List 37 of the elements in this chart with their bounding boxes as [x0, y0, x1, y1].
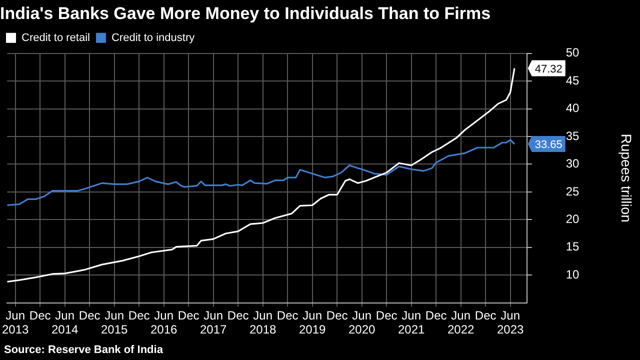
source-note: Source: Reserve Bank of India — [4, 344, 163, 356]
x-tick-label: Jun 2023 — [497, 308, 524, 337]
data-label: 33.65 — [534, 139, 562, 152]
x-tick-label: Dec — [425, 308, 447, 322]
x-tick-label: Dec — [474, 308, 496, 322]
x-tick-label: Jun 2016 — [150, 308, 178, 337]
x-tick-label: Dec — [178, 308, 200, 322]
x-tick-label: Jun 2013 — [2, 308, 30, 337]
x-tick-label: Jun 2015 — [100, 308, 128, 337]
y-tick-label: 15 — [566, 240, 580, 254]
y-tick-label: 10 — [566, 267, 580, 282]
x-tick-label: Jun 2020 — [348, 308, 376, 337]
data-label: 47.32 — [534, 63, 562, 76]
x-tick-label: Dec — [78, 308, 100, 322]
x-tick-label: Jun 2022 — [448, 308, 475, 337]
y-tick-label: 40 — [566, 101, 580, 116]
x-tick-label: Jun 2014 — [51, 308, 79, 337]
x-tick-label: Jun 2021 — [398, 308, 426, 337]
x-tick-label: Dec — [29, 308, 51, 322]
x-tick-label: Jun 2017 — [200, 308, 228, 337]
x-tick-label: Dec — [128, 308, 150, 322]
x-tick-label: Dec — [326, 308, 348, 322]
x-tick-label: Dec — [376, 308, 398, 322]
y-tick-label: 50 — [566, 46, 580, 60]
legend-label: Credit to retail — [22, 32, 90, 44]
y-tick-label: 30 — [566, 156, 580, 171]
y-tick-label: 20 — [566, 212, 580, 226]
y-tick-label: 25 — [566, 184, 580, 198]
chart-title: India's Banks Gave More Money to Individuals Than to Firms — [0, 4, 491, 23]
x-tick-label: Dec — [227, 308, 249, 322]
x-tick-label: Jun 2018 — [250, 308, 277, 337]
legend-label: Credit to industry — [111, 32, 196, 44]
y-axis-title: Rupees trillion — [618, 134, 635, 222]
y-tick-label: 35 — [566, 128, 580, 143]
x-tick-label: Jun 2019 — [299, 308, 326, 337]
x-tick-label: Dec — [276, 308, 298, 322]
y-tick-label: 45 — [566, 73, 580, 88]
